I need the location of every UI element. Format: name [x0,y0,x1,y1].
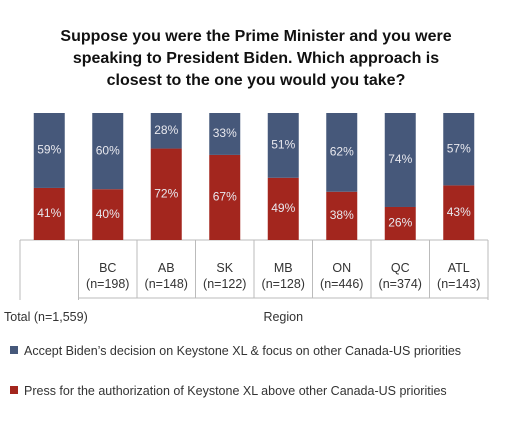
x-tick-label: AB (n=148) [144,261,188,291]
value-label: 33% [213,126,237,140]
bar-segment [33,187,65,240]
bar-segment [209,154,241,240]
value-label: 40% [96,207,120,221]
bar-segment [267,113,299,178]
x-tick-label: ON (n=446) [320,261,364,291]
legend-item: Accept Biden’s decision on Keystone XL &… [10,344,461,358]
bar-segment [384,113,416,207]
x-tick-label: Total (n=1,559) [4,310,88,324]
x-tick-label: SK (n=122) [203,261,247,291]
bar-segment [326,191,358,240]
bar-segment [92,189,124,240]
bar-segment [443,185,475,240]
bar-segment [150,113,182,149]
group-label: Region [263,310,304,324]
legend-item: Press for the authorization of Keystone … [10,384,447,398]
value-label: 59% [37,143,61,157]
x-tick-label: BC (n=198) [86,261,130,291]
value-label: 49% [271,201,295,215]
value-label: 28% [154,123,178,137]
legend-swatch [10,346,18,354]
value-label: 43% [447,205,471,219]
x-tick-label: QC (n=374) [378,261,422,291]
value-label: 41% [37,206,61,220]
value-label: 38% [330,208,354,222]
value-label: 62% [330,145,354,159]
bar-segment [33,113,65,188]
x-tick-label: ATL (n=143) [437,261,481,291]
value-label: 72% [154,186,178,200]
chart-title: Suppose you were the Prime Minister and … [60,28,452,89]
value-label: 57% [447,141,471,155]
legend-swatch [10,386,18,394]
bar-segment [150,148,182,240]
bar-segment [209,113,241,155]
x-tick-label: MB (n=128) [261,261,305,291]
value-label: 60% [96,143,120,157]
value-label: 51% [271,138,295,152]
bar-segment [443,113,475,186]
legend-label: Press for the authorization of Keystone … [24,384,447,398]
legend-label: Accept Biden’s decision on Keystone XL &… [24,344,462,358]
bar-segment [384,206,416,240]
bar-segment [326,113,358,192]
bar-segment [92,113,124,190]
value-label: 67% [213,190,237,204]
bar-segment [267,177,299,240]
value-label: 74% [388,152,412,166]
value-label: 26% [388,216,412,230]
